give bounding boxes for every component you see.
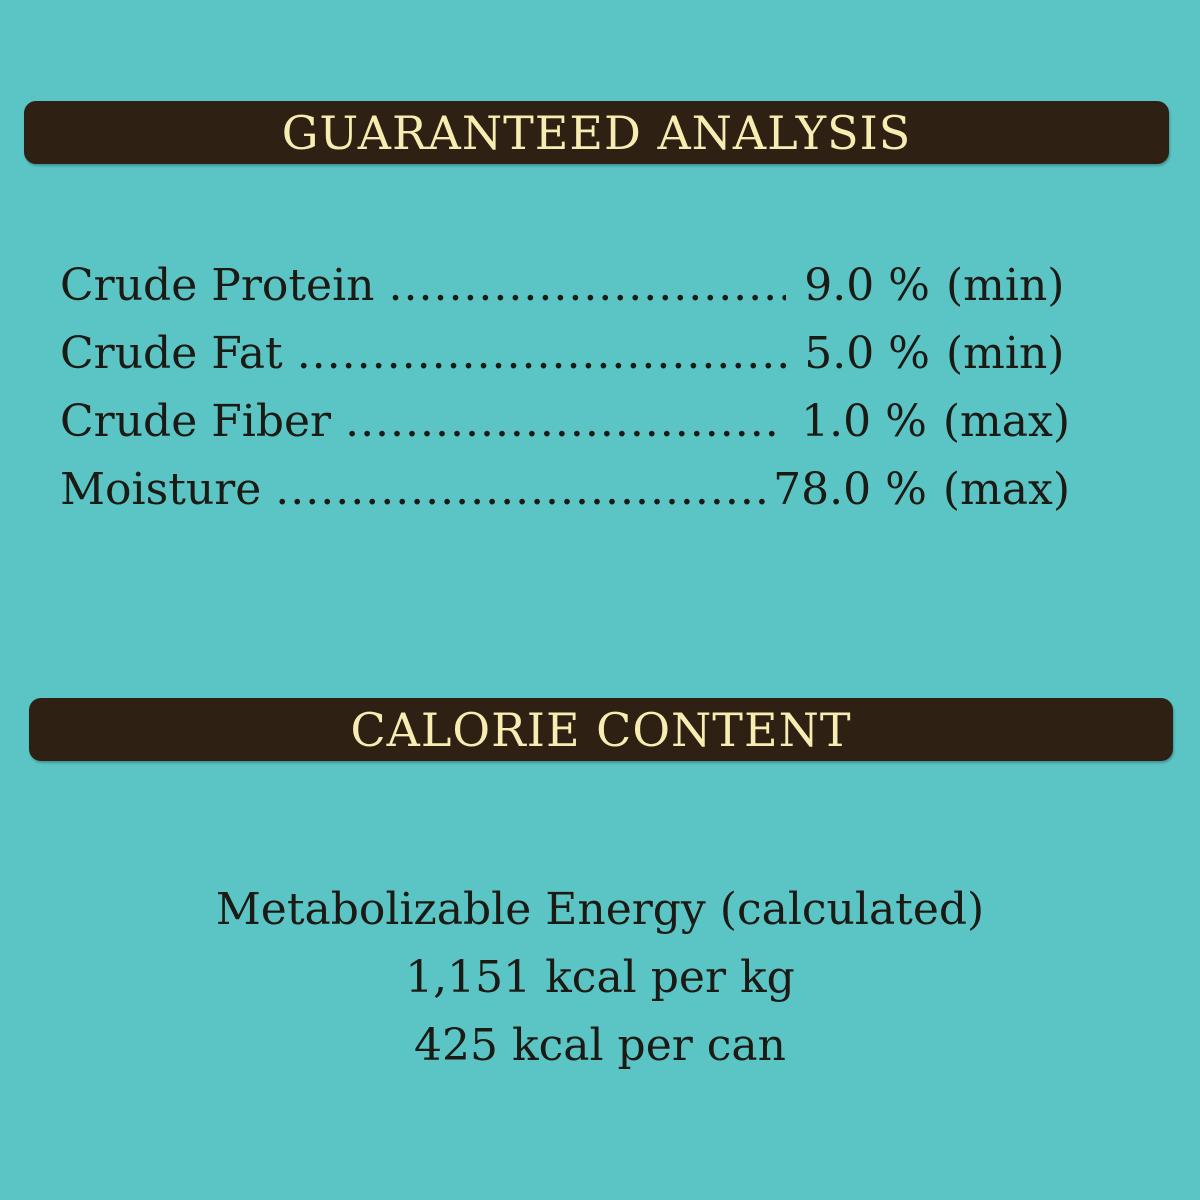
kcal-per-kg: 1,151 kcal per kg [405, 952, 795, 1003]
dot-leader [275, 464, 769, 515]
calorie-content-banner: CALORIE CONTENT [29, 698, 1173, 761]
analysis-basis: (min) [946, 328, 1065, 379]
metabolizable-energy-label: Metabolizable Energy (calculated) [215, 884, 985, 935]
calorie-content-block: Metabolizable Energy (calculated) 1,151 … [0, 880, 1200, 1084]
analysis-row-crude-fiber: Crude Fiber 1.0 % (max) [60, 396, 1070, 464]
analysis-basis: (max) [942, 396, 1070, 447]
guaranteed-analysis-list: Crude Protein 9.0 % (min) Crude Fat 5.0 … [60, 260, 1070, 532]
analysis-basis: (min) [946, 260, 1065, 311]
calorie-content-title: CALORIE CONTENT [350, 702, 852, 757]
dot-leader [297, 328, 786, 379]
kcal-per-can: 425 kcal per can [413, 1020, 786, 1071]
analysis-label: Crude Fiber [60, 396, 332, 447]
analysis-value: 5.0 % [804, 328, 930, 379]
analysis-label: Moisture [60, 464, 262, 515]
analysis-value: 9.0 % [804, 260, 930, 311]
analysis-value: 1.0 % [801, 396, 927, 447]
guaranteed-analysis-title: GUARANTEED ANALYSIS [281, 105, 912, 160]
analysis-label: Crude Fat [60, 328, 283, 379]
analysis-row-crude-protein: Crude Protein 9.0 % (min) [60, 260, 1070, 328]
analysis-basis: (max) [942, 464, 1070, 515]
dot-leader [345, 396, 783, 447]
dot-leader [389, 260, 787, 311]
analysis-row-crude-fat: Crude Fat 5.0 % (min) [60, 328, 1070, 396]
analysis-row-moisture: Moisture 78.0 % (max) [60, 464, 1070, 532]
analysis-value: 78.0 % [773, 464, 927, 515]
analysis-label: Crude Protein [60, 260, 375, 311]
guaranteed-analysis-banner: GUARANTEED ANALYSIS [24, 101, 1169, 164]
